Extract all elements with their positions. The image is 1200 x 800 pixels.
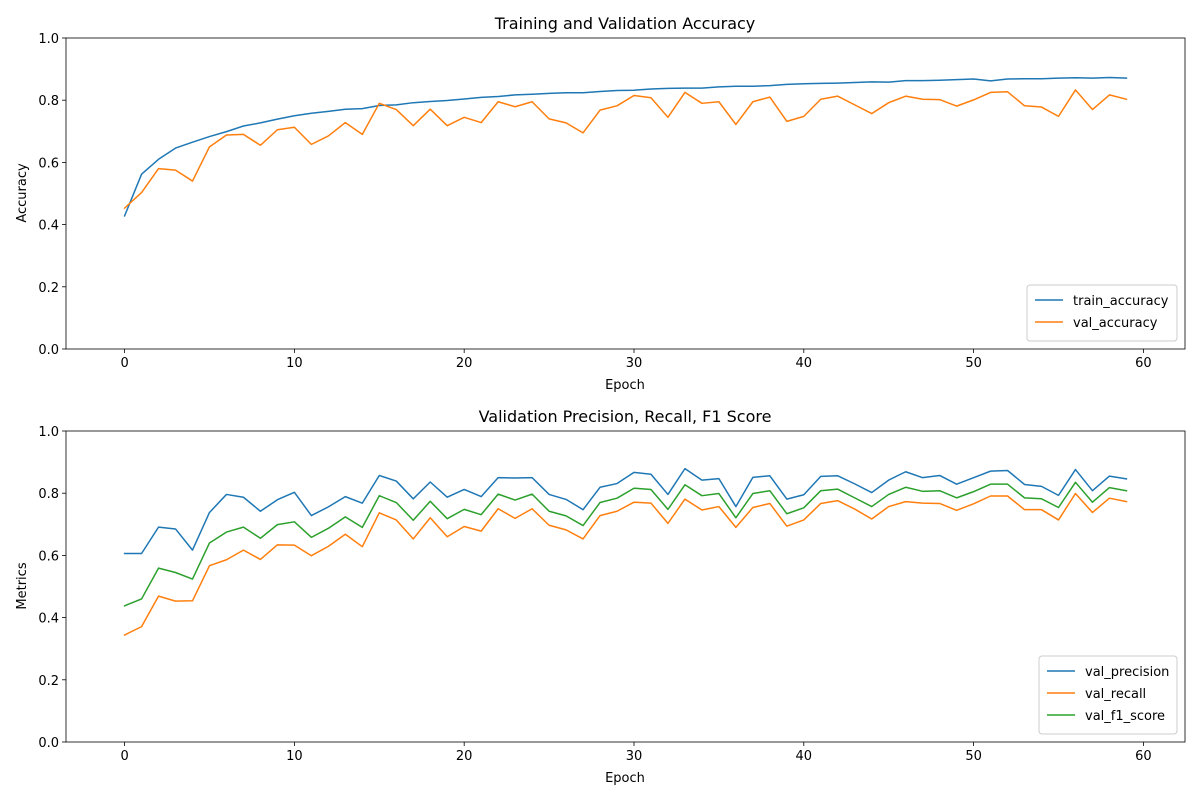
x-tick-label: 50 <box>965 749 982 764</box>
x-tick-label: 0 <box>120 749 128 764</box>
y-tick-label: 1.0 <box>38 32 59 47</box>
x-tick-label: 0 <box>120 356 128 371</box>
series-line-val-accuracy <box>123 89 1128 210</box>
x-tick-label: 60 <box>1135 749 1152 764</box>
y-tick-label: 1.0 <box>38 425 59 440</box>
y-tick-label: 0.6 <box>38 549 59 564</box>
y-tick-label: 0.6 <box>38 156 59 171</box>
y-axis-label: Accuracy <box>15 163 30 223</box>
y-tick-label: 0.4 <box>38 219 59 234</box>
x-tick-label: 40 <box>796 356 813 371</box>
chart-validation-precision-recall-f1: Validation Precision, Recall, F1 Score E… <box>15 407 1186 786</box>
x-tick-label: 20 <box>456 356 473 371</box>
legend-label: train_accuracy <box>1073 294 1169 309</box>
series-line-val-recall <box>123 492 1128 637</box>
y-tick-label: 0.0 <box>38 343 59 358</box>
x-tick-label: 10 <box>286 749 303 764</box>
y-tick-label: 0.8 <box>38 94 59 109</box>
chart-title: Training and Validation Accuracy <box>494 14 756 33</box>
x-axis-label: Epoch <box>605 771 645 786</box>
y-tick-label: 0.8 <box>38 487 59 502</box>
series-line-train-accuracy <box>123 76 1128 217</box>
x-tick-label: 30 <box>626 749 643 764</box>
y-tick-label: 0.2 <box>38 281 59 296</box>
chart-title: Validation Precision, Recall, F1 Score <box>479 407 772 426</box>
y-tick-label: 0.4 <box>38 612 59 627</box>
series-line-val-f1-score <box>123 481 1128 607</box>
series-line-val-precision <box>123 467 1128 555</box>
legend-label: val_f1_score <box>1085 709 1165 724</box>
x-tick-label: 30 <box>626 356 643 371</box>
y-tick-label: 0.2 <box>38 674 59 689</box>
x-tick-label: 50 <box>965 356 982 371</box>
x-tick-label: 40 <box>796 749 813 764</box>
legend-label: val_recall <box>1085 687 1146 702</box>
plot-frame <box>65 430 1186 743</box>
y-tick-label: 0.0 <box>38 736 59 751</box>
x-tick-label: 10 <box>286 356 303 371</box>
plot-frame <box>65 37 1186 350</box>
x-tick-label: 60 <box>1135 356 1152 371</box>
legend-box <box>1026 284 1178 342</box>
legend: train_accuracy val_accuracy <box>1026 284 1178 342</box>
legend-label: val_accuracy <box>1073 316 1158 331</box>
legend: val_precision val_recall val_f1_score <box>1038 655 1178 735</box>
x-tick-label: 20 <box>456 749 473 764</box>
legend-label: val_precision <box>1085 665 1169 680</box>
chart-training-validation-accuracy: Training and Validation Accuracy Epoch A… <box>15 14 1186 393</box>
x-axis-label: Epoch <box>605 378 645 393</box>
y-axis-label: Metrics <box>15 562 30 609</box>
